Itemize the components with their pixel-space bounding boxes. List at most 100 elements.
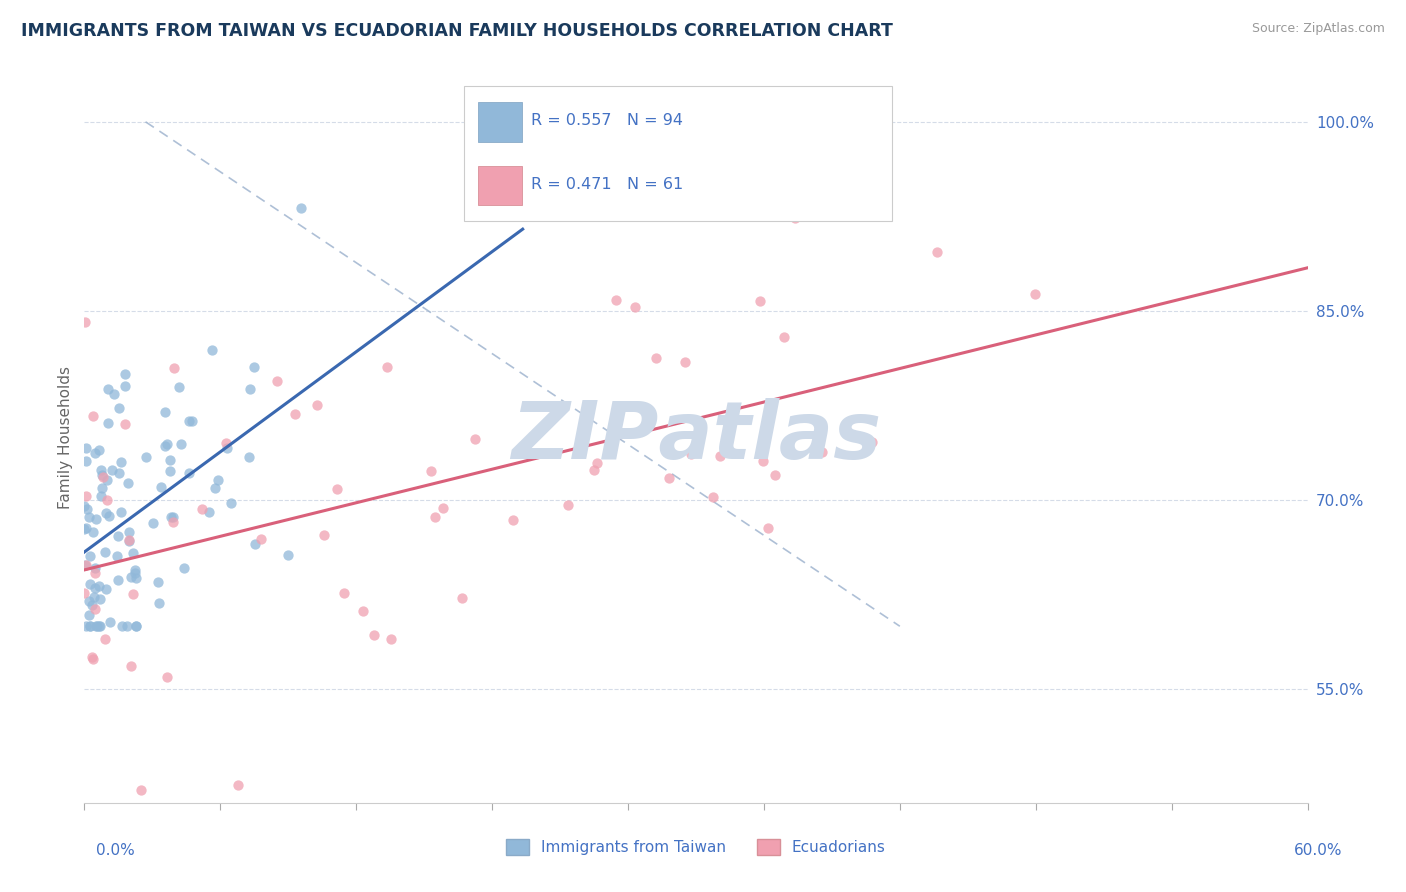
Point	[75, 315, 97, 329]
Point	[155, 439, 177, 453]
Point	[217, 441, 239, 455]
Point	[679, 447, 702, 461]
Text: Source: ZipAtlas.com: Source: ZipAtlas.com	[1251, 22, 1385, 36]
Point	[89, 578, 111, 592]
Point	[107, 574, 129, 588]
Point	[79, 619, 101, 633]
Point	[266, 375, 288, 389]
Point	[120, 570, 142, 584]
Point	[167, 380, 190, 394]
Point	[89, 619, 111, 633]
Point	[103, 386, 125, 401]
Point	[75, 558, 97, 572]
Point	[105, 549, 128, 563]
Text: ZIP​atlas: ZIP​atlas	[510, 398, 882, 476]
Point	[122, 587, 145, 601]
Point	[238, 450, 260, 464]
Y-axis label: Family Households: Family Households	[58, 366, 73, 508]
FancyBboxPatch shape	[478, 166, 522, 205]
Point	[84, 561, 107, 575]
Point	[91, 470, 114, 484]
Point	[117, 475, 139, 490]
Point	[131, 783, 153, 797]
Point	[124, 563, 146, 577]
Point	[77, 594, 100, 608]
Point	[75, 489, 97, 503]
Point	[76, 502, 98, 516]
Point	[98, 508, 121, 523]
Point	[925, 244, 948, 259]
Point	[135, 450, 157, 464]
Point	[226, 779, 249, 793]
Point	[91, 481, 114, 495]
Point	[90, 463, 112, 477]
Point	[110, 505, 132, 519]
FancyBboxPatch shape	[478, 102, 522, 142]
Point	[96, 473, 118, 487]
Point	[75, 441, 97, 455]
Point	[73, 522, 96, 536]
Point	[125, 619, 148, 633]
Point	[153, 404, 176, 418]
Point	[773, 330, 796, 344]
Point	[148, 575, 170, 590]
Point	[84, 446, 107, 460]
Point	[605, 293, 627, 308]
Point	[83, 590, 105, 604]
Point	[451, 591, 474, 605]
Point	[90, 489, 112, 503]
Point	[107, 529, 129, 543]
Point	[181, 414, 204, 428]
Point	[73, 558, 96, 572]
Point	[375, 360, 398, 375]
Point	[77, 510, 100, 524]
Point	[97, 382, 120, 396]
Point	[162, 510, 184, 524]
Text: R = 0.471   N = 61: R = 0.471 N = 61	[531, 178, 683, 193]
Point	[110, 455, 132, 469]
Point	[557, 498, 579, 512]
Point	[177, 414, 200, 428]
Point	[82, 409, 104, 423]
Point	[305, 399, 328, 413]
Point	[290, 201, 312, 215]
Point	[84, 602, 107, 616]
Point	[810, 445, 832, 459]
Point	[201, 343, 224, 357]
Point	[1024, 287, 1046, 301]
Text: 0.0%: 0.0%	[96, 843, 135, 858]
Point	[108, 467, 131, 481]
Point	[83, 566, 105, 581]
Point	[82, 598, 104, 612]
Point	[352, 604, 374, 618]
Point	[783, 211, 806, 225]
Point	[114, 378, 136, 392]
Point	[118, 533, 141, 548]
Point	[177, 466, 200, 480]
Point	[96, 582, 118, 596]
Point	[333, 586, 356, 600]
Point	[89, 592, 111, 607]
Point	[284, 407, 307, 421]
Point	[502, 513, 524, 527]
Point	[751, 453, 773, 467]
Point	[96, 493, 118, 508]
Point	[84, 619, 107, 633]
Point	[114, 368, 136, 382]
Point	[87, 442, 110, 457]
Point	[163, 360, 186, 375]
Point	[623, 300, 645, 314]
Point	[75, 454, 97, 468]
Point	[162, 515, 184, 529]
Point	[644, 351, 666, 366]
Point	[190, 501, 212, 516]
Point	[463, 432, 485, 446]
Point	[219, 495, 242, 509]
Point	[250, 532, 273, 546]
Point	[87, 619, 110, 633]
Point	[159, 464, 181, 478]
Point	[156, 436, 179, 450]
Point	[124, 566, 146, 580]
Point	[173, 561, 195, 575]
FancyBboxPatch shape	[464, 86, 891, 221]
